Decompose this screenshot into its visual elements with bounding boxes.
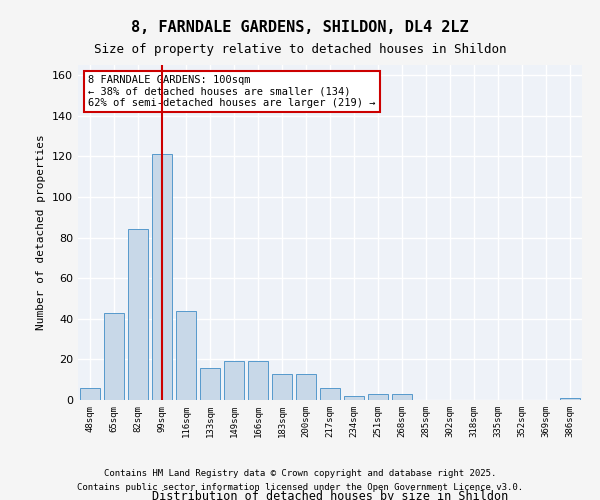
Bar — [128, 230, 148, 400]
Bar — [152, 154, 172, 400]
X-axis label: Distribution of detached houses by size in Shildon: Distribution of detached houses by size … — [152, 490, 508, 500]
Bar — [392, 394, 412, 400]
Bar — [344, 396, 364, 400]
Text: 8, FARNDALE GARDENS, SHILDON, DL4 2LZ: 8, FARNDALE GARDENS, SHILDON, DL4 2LZ — [131, 20, 469, 35]
Bar — [296, 374, 316, 400]
Bar — [200, 368, 220, 400]
Bar — [224, 362, 244, 400]
Text: Size of property relative to detached houses in Shildon: Size of property relative to detached ho… — [94, 42, 506, 56]
Bar — [104, 312, 124, 400]
Bar — [80, 388, 100, 400]
Text: Contains public sector information licensed under the Open Government Licence v3: Contains public sector information licen… — [77, 484, 523, 492]
Bar — [320, 388, 340, 400]
Y-axis label: Number of detached properties: Number of detached properties — [37, 134, 46, 330]
Text: Contains HM Land Registry data © Crown copyright and database right 2025.: Contains HM Land Registry data © Crown c… — [104, 468, 496, 477]
Text: 8 FARNDALE GARDENS: 100sqm
← 38% of detached houses are smaller (134)
62% of sem: 8 FARNDALE GARDENS: 100sqm ← 38% of deta… — [88, 75, 376, 108]
Bar — [176, 310, 196, 400]
Bar — [560, 398, 580, 400]
Bar — [248, 362, 268, 400]
Bar — [272, 374, 292, 400]
Bar — [368, 394, 388, 400]
